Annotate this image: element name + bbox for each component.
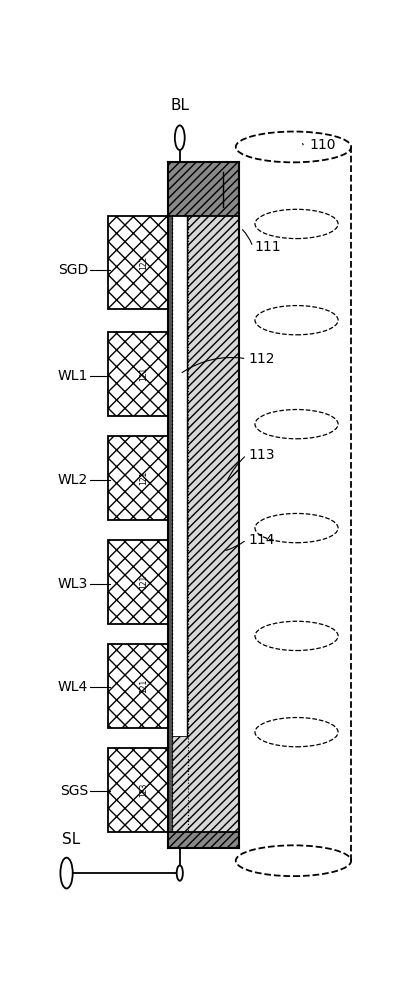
Circle shape: [175, 125, 185, 150]
Text: WL2: WL2: [58, 473, 88, 487]
Text: 121: 121: [140, 679, 148, 693]
Circle shape: [177, 865, 183, 881]
Text: WL4: WL4: [58, 680, 88, 694]
Text: BL: BL: [170, 98, 189, 113]
Text: 121: 121: [140, 575, 148, 589]
Text: 121: 121: [140, 471, 148, 485]
Bar: [108, 216, 168, 309]
Text: 123: 123: [140, 783, 148, 797]
Bar: [168, 832, 239, 848]
Text: 122: 122: [140, 255, 148, 270]
Bar: [168, 162, 172, 848]
Text: 114: 114: [248, 533, 275, 547]
Text: 111: 111: [254, 240, 281, 254]
Text: SL: SL: [62, 832, 80, 847]
Text: 121: 121: [140, 367, 148, 381]
Bar: [172, 212, 187, 736]
Text: SGD: SGD: [58, 263, 88, 277]
Bar: [108, 436, 168, 520]
Text: WL1: WL1: [58, 369, 88, 383]
Bar: [168, 162, 239, 216]
Text: 112: 112: [248, 352, 275, 366]
Text: SGS: SGS: [60, 784, 88, 798]
Circle shape: [60, 858, 73, 888]
Bar: [168, 162, 239, 848]
Bar: [108, 644, 168, 728]
Bar: [108, 748, 168, 832]
Bar: [108, 332, 168, 416]
Text: WL3: WL3: [58, 577, 88, 591]
Bar: [108, 540, 168, 624]
Text: 110: 110: [310, 138, 336, 152]
Text: 113: 113: [248, 448, 275, 462]
